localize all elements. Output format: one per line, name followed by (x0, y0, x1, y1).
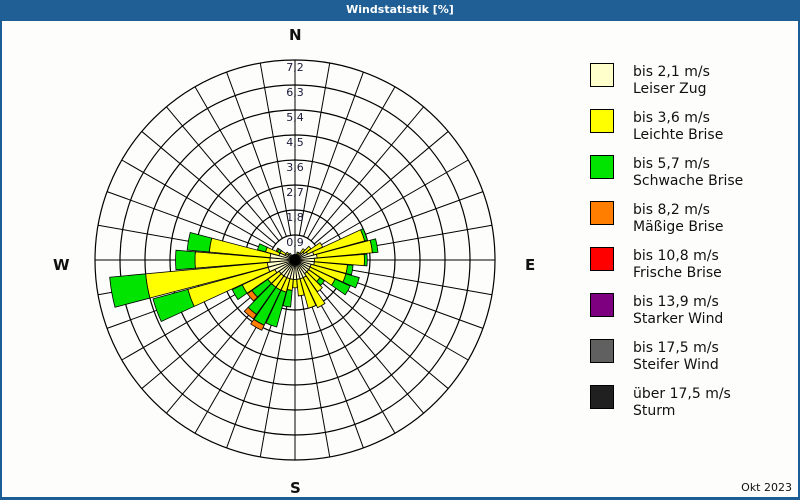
legend-range: bis 10,8 m/s (633, 248, 719, 264)
legend-range: über 17,5 m/s (633, 386, 731, 402)
legend-item: bis 8,2 m/s Mäßige Brise (590, 201, 790, 247)
chart-title: Windstatistik [%] (0, 0, 800, 20)
legend-item: bis 5,7 m/s Schwache Brise (590, 155, 790, 201)
legend-item: über 17,5 m/s Sturm (590, 385, 790, 431)
legend-range: bis 3,6 m/s (633, 110, 710, 126)
chart-panel: 0,9 1,8 2,7 3,6 4,5 5,4 6,3 7,2 N E S W bis 2,1… (2, 21, 798, 497)
compass-west-label: W (53, 256, 70, 274)
wind-sector-bar (342, 273, 360, 289)
legend-range: bis 17,5 m/s (633, 340, 719, 356)
wind-sector-bar (369, 238, 379, 254)
legend-item: bis 13,9 m/s Starker Wind (590, 293, 790, 339)
wind-sector-bar (186, 232, 213, 253)
wind-sector-bar (345, 264, 354, 276)
wind-sector-bar (152, 288, 195, 323)
legend-item: bis 10,8 m/s Frische Brise (590, 247, 790, 293)
legend-name: Leichte Brise (633, 127, 724, 143)
wind-sector-bar (304, 271, 323, 293)
wind-sector-bar (256, 243, 268, 253)
wind-sector-bar (250, 318, 265, 331)
period-label: Okt 2023 (741, 481, 792, 494)
wind-rose-chart: 0,91,82,73,64,55,46,37,2 (94, 59, 496, 461)
wind-sector-bar (175, 249, 196, 271)
wind-sector-bar (265, 289, 287, 328)
legend-name: Schwache Brise (633, 173, 744, 189)
legend-name: Sturm (633, 403, 676, 419)
wind-sector-bar (302, 275, 326, 309)
legend-swatch (590, 247, 614, 271)
legend-swatch (590, 385, 614, 409)
compass-east-label: E (525, 256, 536, 274)
legend-swatch (590, 63, 614, 87)
wind-sector-bar (285, 251, 290, 256)
legend-item: bis 3,6 m/s Leichte Brise (590, 109, 790, 155)
legend-range: bis 8,2 m/s (633, 202, 710, 218)
legend-range: bis 2,1 m/s (633, 64, 710, 80)
legend-name: Steifer Wind (633, 357, 719, 373)
legend-swatch (590, 109, 614, 133)
wind-sector-bar (363, 253, 368, 267)
legend: bis 2,1 m/s Leiser Zug bis 3,6 m/s Leichte… (590, 63, 790, 431)
legend-range: bis 5,7 m/s (633, 156, 710, 172)
legend-item: bis 2,1 m/s Leiser Zug (590, 63, 790, 109)
wind-sector-bar (246, 289, 259, 302)
wind-sector-bar (330, 278, 351, 296)
legend-swatch (590, 201, 614, 225)
legend-name: Mäßige Brise (633, 219, 724, 235)
wind-sector-bar (231, 284, 248, 301)
legend-name: Leiser Zug (633, 81, 707, 97)
wind-sector-bar (299, 277, 317, 309)
legend-swatch (590, 155, 614, 179)
legend-swatch (590, 339, 614, 363)
wind-sector-bar (243, 306, 258, 320)
compass-north-label: N (289, 26, 302, 44)
legend-item: bis 17,5 m/s Steifer Wind (590, 339, 790, 385)
legend-name: Starker Wind (633, 311, 724, 327)
wind-sector-bar (296, 278, 305, 297)
wind-sector-bar (109, 273, 151, 308)
wind-sector-bar (275, 247, 280, 253)
legend-range: bis 13,9 m/s (633, 294, 719, 310)
wind-sector-bar (360, 228, 368, 242)
legend-name: Frische Brise (633, 265, 722, 281)
wind-sector-bar (282, 289, 293, 308)
legend-swatch (590, 293, 614, 317)
compass-south-label: S (290, 479, 301, 497)
